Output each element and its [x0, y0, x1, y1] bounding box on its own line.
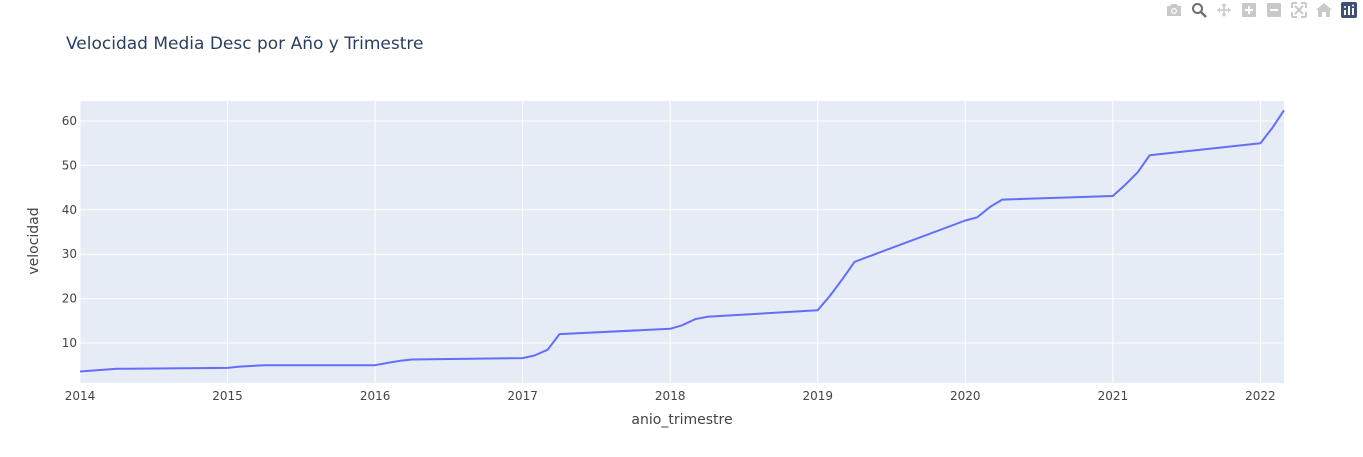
x-tick-label: 2015 [212, 389, 243, 403]
x-tick-label: 2019 [802, 389, 833, 403]
x-tick-label: 2020 [950, 389, 981, 403]
y-tick-label: 10 [62, 336, 77, 350]
x-tick-label: 2018 [655, 389, 686, 403]
pan-icon[interactable] [1211, 1, 1236, 19]
camera-icon[interactable] [1161, 1, 1186, 19]
y-tick-label: 30 [62, 247, 77, 261]
zoom-icon[interactable] [1186, 1, 1211, 19]
y-axis-ticks: 10 20 30 40 50 60 [62, 114, 77, 350]
chart-title: Velocidad Media Desc por Año y Trimestre [66, 34, 423, 54]
modebar [1161, 1, 1361, 19]
reset-axes-icon[interactable] [1311, 1, 1336, 19]
plotly-logo-icon[interactable] [1336, 1, 1361, 19]
x-tick-label: 2014 [65, 389, 96, 403]
y-tick-label: 60 [62, 114, 77, 128]
x-axis-ticks: 2014 2015 2016 2017 2018 2019 2020 2021 2022 [65, 389, 1276, 403]
x-tick-label: 2016 [360, 389, 391, 403]
x-tick-label: 2022 [1245, 389, 1276, 403]
autoscale-icon[interactable] [1286, 1, 1311, 19]
y-tick-label: 50 [62, 158, 77, 172]
plot-area[interactable] [80, 101, 1284, 383]
y-tick-label: 20 [62, 292, 77, 306]
x-axis-title: anio_trimestre [631, 412, 732, 428]
zoom-in-icon[interactable] [1236, 1, 1261, 19]
x-tick-label: 2021 [1098, 389, 1129, 403]
zoom-out-icon[interactable] [1261, 1, 1286, 19]
x-tick-label: 2017 [507, 389, 538, 403]
y-axis-title: velocidad [26, 207, 42, 274]
series-layer [79, 109, 1285, 373]
grid [79, 101, 1284, 383]
y-tick-label: 40 [62, 203, 77, 217]
series-line[interactable] [79, 109, 1285, 373]
